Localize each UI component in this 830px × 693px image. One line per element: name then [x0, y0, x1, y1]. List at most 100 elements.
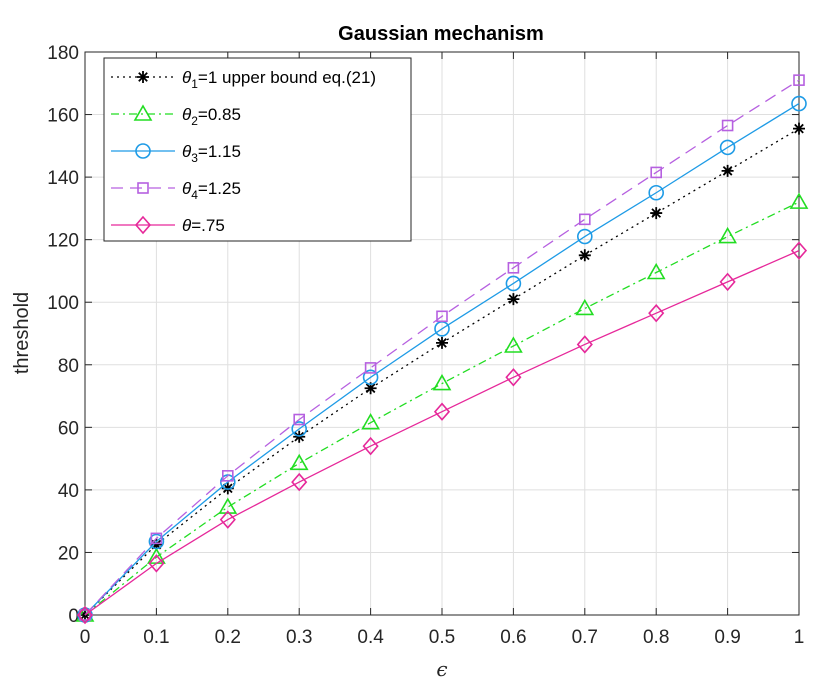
square-marker	[293, 413, 306, 426]
square-marker	[721, 119, 734, 132]
diamond-marker	[76, 605, 94, 625]
circle-marker	[576, 228, 593, 245]
legend-box	[103, 57, 412, 242]
asterisk-marker	[436, 336, 448, 349]
square-marker	[150, 532, 163, 545]
y-tick-label: 160	[47, 106, 79, 127]
x-tick-label: 0.3	[286, 627, 312, 648]
legend-label: θ1=1 upper bound eq.(21)	[182, 68, 376, 91]
asterisk-marker	[721, 164, 734, 177]
legend-entry-s4: θ4=1.25	[111, 179, 241, 202]
diamond-marker	[134, 215, 152, 235]
series-line	[84, 79, 800, 616]
x-tick-label: 0.8	[643, 627, 669, 648]
asterisk-marker	[578, 249, 591, 262]
triangle-marker	[646, 262, 666, 280]
x-tick-label: 0	[80, 627, 91, 648]
diamond-marker	[362, 436, 379, 456]
x-axis-ticks: 0 0.1 0.2 0.3 0.4 0.5 0.6 0.7 0.8 0.9 1	[80, 52, 805, 648]
legend-label: θ2=0.85	[182, 105, 241, 128]
square-marker	[578, 213, 591, 226]
series-s5	[76, 241, 808, 625]
square-marker	[793, 74, 805, 86]
asterisk-marker	[293, 430, 306, 443]
series-group	[75, 74, 809, 625]
circle-marker	[648, 184, 665, 201]
square-marker	[137, 182, 149, 194]
square-marker	[79, 609, 91, 621]
series-line	[84, 201, 800, 616]
chart-title: Gaussian mechanism	[338, 23, 544, 45]
y-tick-label: 140	[47, 168, 79, 189]
circle-marker	[362, 369, 379, 386]
legend-entry-s5: θ=.75	[111, 215, 225, 235]
y-tick-label: 100	[47, 293, 79, 314]
x-tick-label: 0.1	[143, 627, 169, 648]
circle-marker	[135, 143, 151, 159]
triangle-marker	[432, 373, 452, 391]
asterisk-marker	[137, 71, 149, 83]
legend-entry-s2: θ2=0.85	[111, 104, 241, 128]
x-axis-label: ϵ	[436, 657, 447, 681]
series-s4	[79, 74, 805, 621]
y-tick-label: 60	[58, 418, 79, 439]
diamond-marker	[505, 368, 522, 387]
legend-label: θ4=1.25	[182, 179, 241, 202]
square-marker	[364, 362, 377, 374]
series-line	[84, 250, 800, 616]
y-tick-label: 80	[58, 356, 79, 377]
triangle-marker	[504, 336, 523, 353]
triangle-marker	[789, 192, 809, 209]
triangle-marker	[575, 298, 595, 316]
square-marker	[436, 310, 448, 323]
x-tick-label: 0.9	[714, 627, 740, 648]
y-tick-label: 0	[68, 606, 79, 627]
circle-marker	[719, 139, 736, 156]
legend-entry-s3: θ3=1.15	[111, 142, 241, 165]
diamond-marker	[719, 272, 736, 292]
y-tick-label: 20	[58, 543, 79, 564]
legend-entry-s1: θ1=1 upper bound eq.(21)	[111, 68, 376, 91]
square-marker	[507, 262, 520, 274]
y-tick-label: 180	[47, 43, 79, 64]
y-axis-ticks: 0 20 40 60 80 100 120 140 160 180	[47, 43, 799, 627]
x-tick-label: 0.2	[215, 627, 241, 648]
series-line	[84, 103, 800, 616]
triangle-marker	[289, 453, 309, 471]
x-tick-label: 1	[794, 627, 805, 648]
y-tick-label: 40	[58, 481, 79, 502]
asterisk-marker	[793, 122, 805, 135]
square-marker	[650, 166, 663, 179]
circle-marker	[148, 533, 165, 550]
legend: θ1=1 upper bound eq.(21) θ2=0.85 θ3=1.15 θ4…	[103, 57, 412, 242]
asterisk-marker	[150, 538, 163, 551]
legend-label: θ3=1.15	[182, 142, 241, 165]
triangle-marker	[218, 497, 238, 514]
diamond-marker	[790, 241, 808, 260]
triangle-marker	[361, 413, 380, 430]
circle-marker	[291, 421, 308, 437]
diamond-marker	[219, 510, 236, 529]
asterisk-marker	[364, 382, 377, 395]
circle-marker	[505, 275, 522, 292]
asterisk-marker	[507, 293, 520, 306]
y-axis-label: threshold	[11, 292, 33, 374]
asterisk-marker	[650, 207, 663, 220]
diamond-marker	[433, 402, 451, 421]
x-tick-label: 0.6	[500, 627, 526, 648]
triangle-marker	[75, 605, 95, 622]
diamond-marker	[148, 554, 165, 573]
triangle-marker	[718, 226, 737, 244]
x-tick-label: 0.7	[572, 627, 598, 648]
legend-label: θ=.75	[182, 216, 225, 235]
x-tick-label: 0.5	[429, 627, 455, 648]
x-tick-label: 0.4	[357, 627, 384, 648]
y-tick-label: 120	[47, 231, 79, 252]
square-marker	[222, 470, 234, 482]
triangle-marker	[133, 104, 153, 121]
diamond-marker	[648, 303, 665, 323]
diamond-marker	[291, 472, 308, 492]
diamond-marker	[576, 335, 593, 354]
circle-marker	[791, 95, 807, 112]
